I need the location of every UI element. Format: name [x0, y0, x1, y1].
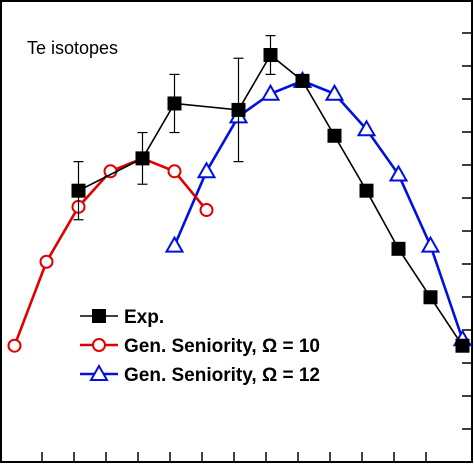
data-point [263, 48, 278, 63]
legend-label: Gen. Seniority, Ω = 10 [124, 336, 320, 357]
data-point [295, 73, 310, 88]
data-point [324, 83, 345, 101]
plot-area [7, 35, 473, 353]
legend-marker [92, 338, 106, 352]
axis-ticks [41, 32, 472, 462]
data-point [167, 96, 182, 111]
data-point [231, 102, 246, 117]
data-point [196, 161, 217, 179]
data-point [327, 128, 342, 143]
data-point [164, 235, 185, 253]
data-point [7, 338, 22, 353]
legend: Exp. Gen. Seniority, Ω = 10 Gen. Seniority… [80, 307, 320, 386]
series-2 [164, 70, 473, 347]
data-point [135, 151, 150, 166]
data-point [359, 183, 374, 198]
data-point [39, 254, 54, 269]
legend-label: Gen. Seniority, Ω = 12 [124, 365, 320, 386]
data-point [423, 290, 438, 305]
data-point [455, 338, 470, 353]
data-point [260, 83, 281, 101]
chart-title: Te isotopes [27, 38, 118, 58]
legend-marker [92, 309, 106, 323]
series-0 [71, 35, 470, 353]
legend-marker [89, 363, 109, 381]
series-line [173, 79, 464, 340]
data-point [199, 203, 214, 218]
data-point [356, 119, 377, 137]
data-point [420, 235, 441, 253]
data-point [391, 241, 406, 256]
data-point [167, 164, 182, 179]
data-point [71, 183, 86, 198]
data-point [103, 164, 118, 179]
legend-label: Exp. [124, 307, 164, 328]
data-point [388, 164, 409, 182]
